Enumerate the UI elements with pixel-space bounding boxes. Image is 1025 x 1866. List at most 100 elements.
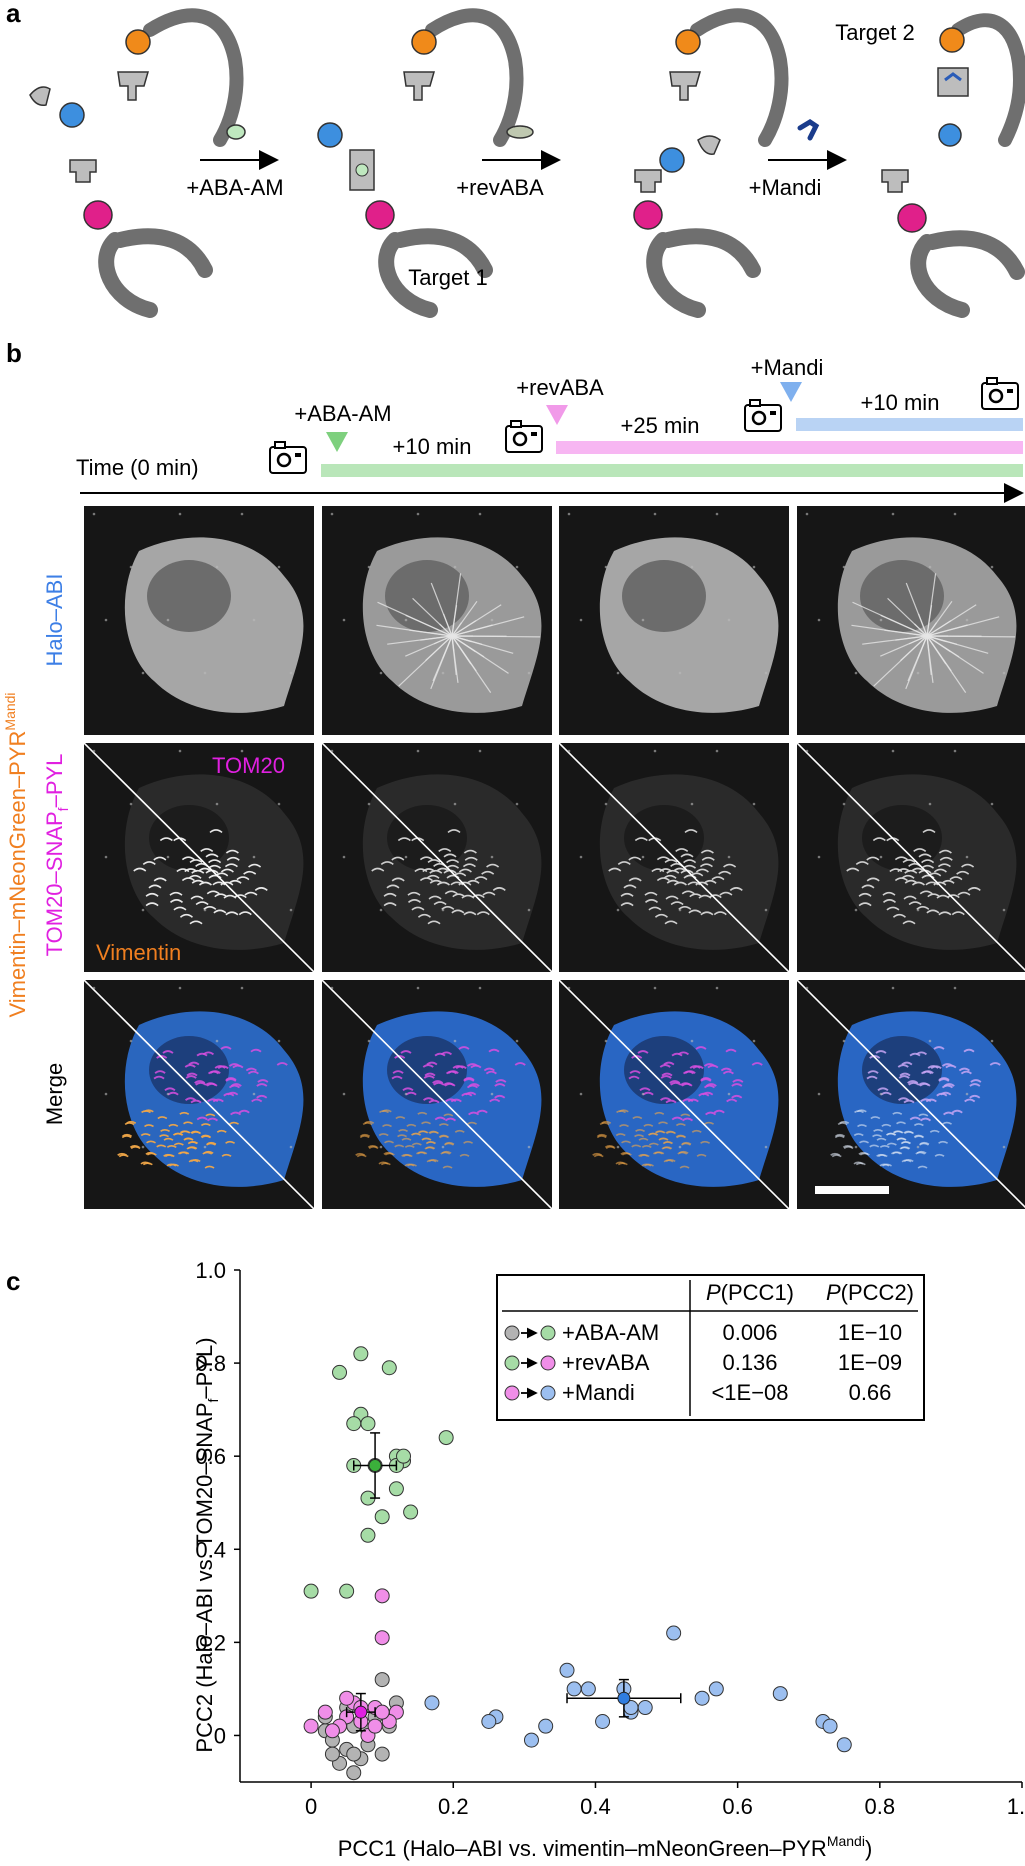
data-point bbox=[481, 1713, 497, 1729]
camera-icon bbox=[505, 420, 543, 453]
y-tick-label: 0.4 bbox=[195, 1537, 226, 1562]
data-point bbox=[346, 1765, 362, 1781]
duration-mandi: +10 min bbox=[861, 390, 940, 415]
micrograph-panel bbox=[797, 743, 1025, 972]
micrograph-panel bbox=[84, 506, 314, 735]
data-point bbox=[374, 1509, 390, 1525]
p-value-table: P(PCC1) P(PCC2) +ABA-AM 0.006 1E−10 +revABA… bbox=[496, 1274, 925, 1421]
marker-revaba bbox=[546, 405, 568, 425]
target-1-label: Target 1 bbox=[408, 265, 488, 290]
y-tick-label: 0.2 bbox=[195, 1630, 226, 1655]
table-cell-p2: 1E−09 bbox=[838, 1350, 902, 1375]
data-point bbox=[381, 1360, 397, 1376]
time-start-label: Time (0 min) bbox=[76, 455, 199, 480]
y-axis-title: PCC2 (Halo–ABI vs. TOM20–SNAPf–PYL) bbox=[192, 1337, 221, 1752]
legend-marker-from bbox=[504, 1325, 520, 1341]
y-tick-label: 0.8 bbox=[195, 1351, 226, 1376]
x-tick-label: 0.4 bbox=[580, 1794, 611, 1819]
table-row-label: +ABA-AM bbox=[562, 1320, 659, 1345]
data-point bbox=[566, 1681, 582, 1697]
row-label-halo-abi: Halo–ABI bbox=[42, 574, 67, 667]
data-point bbox=[708, 1681, 724, 1697]
panel-b-label: b bbox=[6, 338, 22, 368]
row-label-tom20-construct: TOM20–SNAPf–PYL bbox=[42, 754, 71, 957]
table-row: +revABA 0.136 1E−09 bbox=[504, 1350, 902, 1375]
x-tick-label: 0.6 bbox=[722, 1794, 753, 1819]
data-point bbox=[339, 1690, 355, 1706]
data-point bbox=[317, 1704, 333, 1720]
table-cell-p2: 1E−10 bbox=[838, 1320, 902, 1345]
table-header-pcc2: P(PCC2) bbox=[826, 1280, 914, 1305]
micrograph-panel bbox=[322, 743, 552, 972]
micrograph-panel bbox=[322, 980, 552, 1209]
data-point bbox=[666, 1625, 682, 1641]
micrograph-grid bbox=[84, 506, 1025, 1209]
mean-point bbox=[354, 1705, 368, 1719]
timeline-bar-revaba bbox=[556, 441, 1023, 454]
mean-point bbox=[368, 1458, 382, 1472]
data-point bbox=[346, 1746, 362, 1762]
data-point bbox=[374, 1746, 390, 1762]
data-point bbox=[303, 1718, 319, 1734]
data-point bbox=[374, 1630, 390, 1646]
x-tick-label: 0 bbox=[305, 1794, 317, 1819]
event-label-revaba: +revABA bbox=[516, 375, 604, 400]
camera-icon bbox=[744, 399, 782, 432]
camera-icon bbox=[981, 377, 1019, 410]
svg-text:TOM20–SNAPf–PYL: TOM20–SNAPf–PYL bbox=[42, 754, 71, 957]
table-row: +ABA-AM 0.006 1E−10 bbox=[504, 1320, 902, 1345]
scatter-chart: 0 0.2 0.4 0.6 0.8 1.0 0 0.2 0.4 0.6 0.8 1.0 bbox=[195, 1258, 1025, 1819]
data-point bbox=[388, 1481, 404, 1497]
schematic-state-4 bbox=[881, 13, 1025, 318]
data-point bbox=[694, 1690, 710, 1706]
micrograph-panel bbox=[322, 506, 552, 735]
step-label-revaba: +revABA bbox=[456, 175, 544, 200]
event-label-aba-am: +ABA-AM bbox=[294, 401, 391, 426]
marker-aba-am bbox=[326, 432, 348, 452]
data-point bbox=[303, 1583, 319, 1599]
micrograph-panel bbox=[559, 980, 789, 1209]
event-label-mandi: +Mandi bbox=[751, 355, 824, 380]
table-cell-p1: 0.006 bbox=[722, 1320, 777, 1345]
table-cell-p2: 0.66 bbox=[849, 1380, 892, 1405]
x-tick-label: 0.8 bbox=[865, 1794, 896, 1819]
data-point bbox=[403, 1504, 419, 1520]
data-point bbox=[339, 1583, 355, 1599]
data-point bbox=[332, 1364, 348, 1380]
table-header-pcc1: P(PCC1) bbox=[706, 1280, 794, 1305]
tom20-inset-label: TOM20 bbox=[212, 753, 285, 778]
mean-point bbox=[617, 1691, 631, 1705]
table-cell-p1: <1E−08 bbox=[711, 1380, 788, 1405]
data-point bbox=[595, 1713, 611, 1729]
svg-text:Vimentin–mNeonGreen–PYRMandi: Vimentin–mNeonGreen–PYRMandi bbox=[2, 692, 30, 1017]
legend-marker-from bbox=[504, 1355, 520, 1371]
duration-aba-am: +10 min bbox=[393, 434, 472, 459]
scale-bar bbox=[815, 1186, 889, 1194]
data-point bbox=[367, 1718, 383, 1734]
table-frame bbox=[496, 1274, 925, 1421]
table-cell-p1: 0.136 bbox=[722, 1350, 777, 1375]
timeline-bar-aba-am bbox=[321, 464, 1023, 477]
data-point bbox=[424, 1695, 440, 1711]
data-point bbox=[360, 1527, 376, 1543]
schematic-state-1 bbox=[29, 8, 244, 318]
legend-marker-to bbox=[540, 1355, 556, 1371]
data-point bbox=[580, 1681, 596, 1697]
data-point bbox=[559, 1662, 575, 1678]
step-label-mandi: +Mandi bbox=[749, 175, 822, 200]
data-point bbox=[353, 1346, 369, 1362]
data-point bbox=[523, 1732, 539, 1748]
data-point bbox=[374, 1588, 390, 1604]
schematic-state-3 bbox=[633, 8, 789, 318]
row-label-merge: Merge bbox=[42, 1063, 67, 1125]
x-tick-label: 1.0 bbox=[1007, 1794, 1025, 1819]
data-point bbox=[374, 1704, 390, 1720]
data-point bbox=[637, 1700, 653, 1716]
data-point bbox=[836, 1737, 852, 1753]
x-tick-label: 0.2 bbox=[438, 1794, 469, 1819]
table-row: +Mandi <1E−08 0.66 bbox=[504, 1380, 892, 1405]
marker-mandi bbox=[780, 382, 802, 402]
data-point bbox=[374, 1672, 390, 1688]
micrograph-panel bbox=[84, 743, 314, 972]
